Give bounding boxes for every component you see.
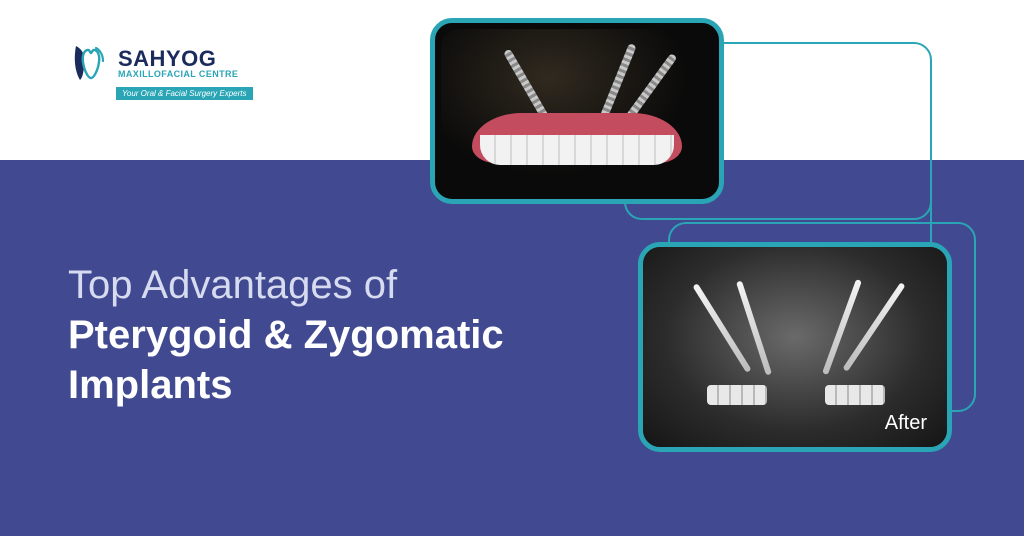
image-card-xray: After xyxy=(638,242,952,452)
logo-name: SAHYOG xyxy=(118,48,238,70)
headline-line3: Implants xyxy=(68,363,232,407)
xray-teeth-icon xyxy=(825,385,885,405)
tooth-profile-icon xyxy=(70,42,112,84)
logo-subtitle: MAXILLOFACIAL CENTRE xyxy=(118,70,238,79)
brand-logo: SAHYOG MAXILLOFACIAL CENTRE Your Oral & … xyxy=(70,42,253,100)
image-card-3d-implants xyxy=(430,18,724,204)
headline-line1: Top Advantages of xyxy=(68,263,397,307)
logo-row: SAHYOG MAXILLOFACIAL CENTRE xyxy=(70,42,253,84)
xray-teeth-icon xyxy=(707,385,767,405)
logo-text-block: SAHYOG MAXILLOFACIAL CENTRE xyxy=(118,48,238,79)
teeth-arch-icon xyxy=(472,113,682,163)
logo-tagline: Your Oral & Facial Surgery Experts xyxy=(116,87,253,100)
headline-line2: Pterygoid & Zygomatic xyxy=(68,313,504,357)
headline: Top Advantages of Pterygoid & Zygomatic … xyxy=(68,260,504,410)
after-label: After xyxy=(885,412,927,435)
